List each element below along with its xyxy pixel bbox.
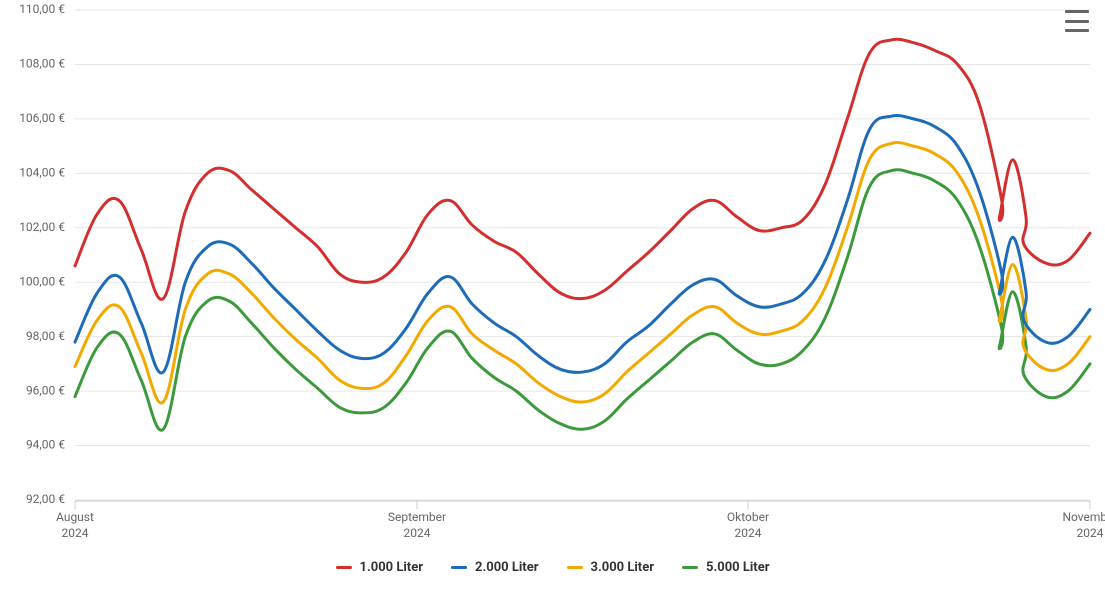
y-tick-label: 92,00 € [26, 492, 65, 506]
y-tick-label: 102,00 € [19, 220, 65, 234]
y-tick-label: 94,00 € [26, 438, 65, 452]
y-tick-label: 100,00 € [19, 274, 65, 288]
legend-swatch [451, 566, 467, 569]
y-tick-label: 108,00 € [19, 57, 65, 71]
x-tick-label-month: September [388, 510, 446, 524]
chart-stage: 92,00 € 94,00 € 96,00 € 98,00 € 100,00 € 102,… [0, 0, 1105, 602]
x-tick-label-month: November [1062, 510, 1105, 524]
legend-swatch [336, 566, 352, 569]
y-tick-label: 104,00 € [19, 166, 65, 180]
series-line [75, 39, 1090, 299]
legend-item[interactable]: 1.000 Liter [336, 560, 424, 575]
chart-svg: 92,00 € 94,00 € 96,00 € 98,00 € 100,00 € 102,… [0, 0, 1105, 602]
x-tick-label-month: August [56, 510, 94, 524]
legend-label: 5.000 Liter [706, 560, 770, 575]
y-tick-label: 110,00 € [19, 2, 65, 16]
x-tick-label-year: 2024 [1077, 526, 1104, 540]
legend-item[interactable]: 5.000 Liter [682, 560, 770, 575]
legend-label: 1.000 Liter [360, 560, 424, 575]
legend-label: 2.000 Liter [475, 560, 539, 575]
legend: 1.000 Liter 2.000 Liter 3.000 Liter 5.000 L… [0, 560, 1105, 575]
hamburger-menu-icon[interactable] [1063, 8, 1091, 34]
x-tick-label-month: Oktober [727, 510, 769, 524]
legend-item[interactable]: 3.000 Liter [567, 560, 655, 575]
legend-swatch [567, 566, 583, 569]
legend-label: 3.000 Liter [591, 560, 655, 575]
x-tick-label-year: 2024 [62, 526, 89, 540]
x-tick-label-year: 2024 [734, 526, 761, 540]
y-tick-label: 106,00 € [19, 111, 65, 125]
legend-swatch [682, 566, 698, 569]
legend-item[interactable]: 2.000 Liter [451, 560, 539, 575]
y-tick-label: 96,00 € [26, 383, 65, 397]
x-tick-label-year: 2024 [404, 526, 431, 540]
y-tick-label: 98,00 € [26, 329, 65, 343]
